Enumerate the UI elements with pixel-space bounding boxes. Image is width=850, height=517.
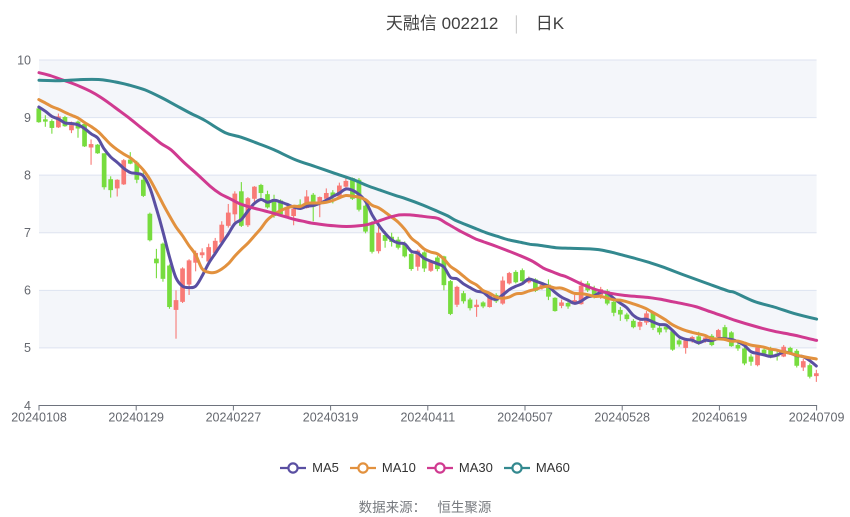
svg-text:20240709: 20240709: [789, 411, 845, 425]
svg-text:20240411: 20240411: [400, 411, 455, 425]
svg-text:20240227: 20240227: [206, 411, 262, 425]
svg-text:4: 4: [24, 399, 31, 413]
svg-text:20240528: 20240528: [594, 411, 650, 425]
svg-text:10: 10: [17, 53, 31, 67]
svg-text:7: 7: [24, 226, 31, 240]
svg-text:20240507: 20240507: [497, 411, 553, 425]
svg-text:20240619: 20240619: [692, 411, 748, 425]
svg-text:6: 6: [24, 284, 31, 298]
svg-text:8: 8: [24, 168, 31, 182]
svg-text:5: 5: [24, 341, 31, 355]
svg-text:20240319: 20240319: [303, 411, 359, 425]
svg-text:20240129: 20240129: [108, 411, 164, 425]
svg-text:9: 9: [24, 111, 31, 125]
svg-text:20240108: 20240108: [11, 411, 67, 425]
